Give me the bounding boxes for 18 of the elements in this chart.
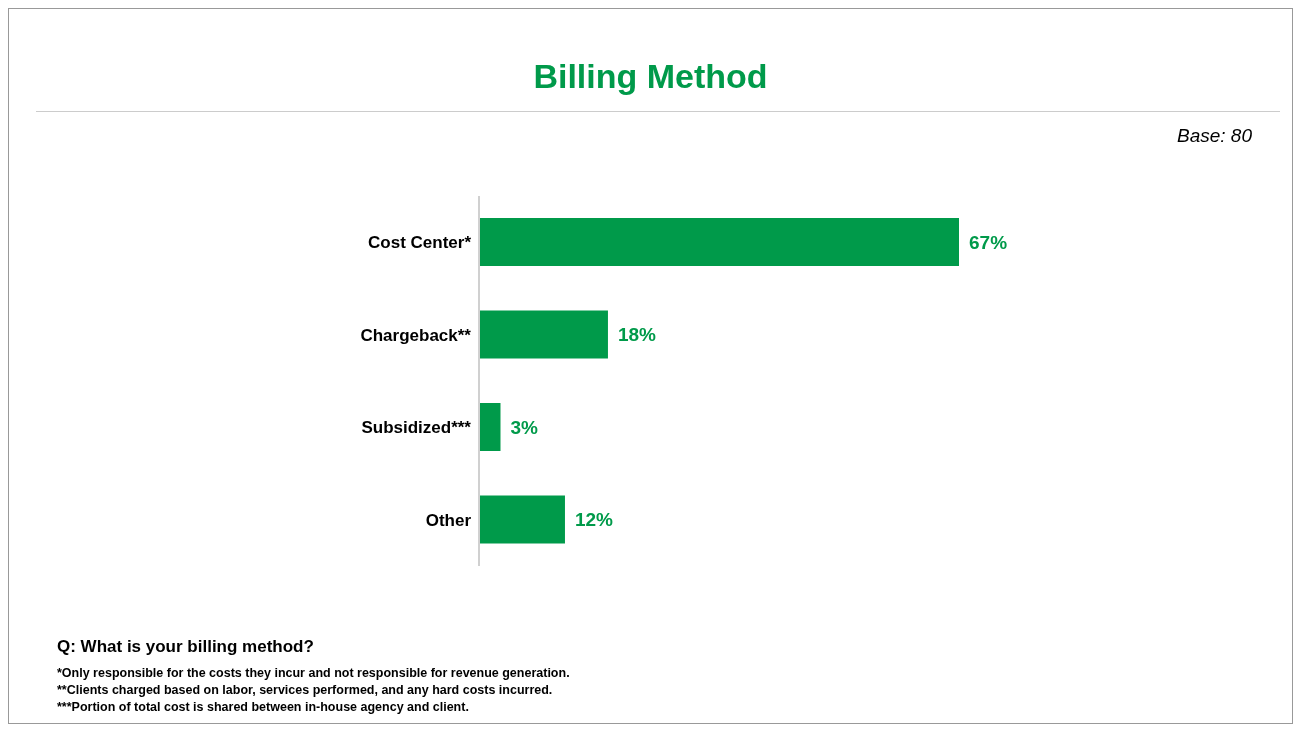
text: ***Portion of total cost is shared between in-house agency and client. [57, 699, 470, 716]
bar [479, 310, 608, 359]
text: **Clients charged based on labor, services performed, and any hard costs incurred. [57, 682, 554, 699]
y-tick-label: Cost Center* [368, 233, 472, 253]
data-label: 18% [617, 324, 657, 346]
bar [479, 403, 501, 451]
data-label: 3% [510, 416, 539, 438]
text: Q: What is your billing method? [57, 637, 315, 657]
data-label: 67% [969, 231, 1008, 253]
text: *Only responsible for the costs they incur and not responsible for revenue generation. [57, 665, 570, 682]
y-tick-label: Other [425, 510, 472, 530]
y-tick-label: Subsidized*** [361, 418, 472, 438]
bar [479, 218, 959, 266]
data-label: 12% [574, 509, 614, 531]
chart-title: Billing Method [532, 57, 769, 96]
y-tick-label: Chargeback** [360, 325, 472, 345]
bar [479, 495, 565, 544]
text: Base: 80 [1177, 125, 1252, 147]
